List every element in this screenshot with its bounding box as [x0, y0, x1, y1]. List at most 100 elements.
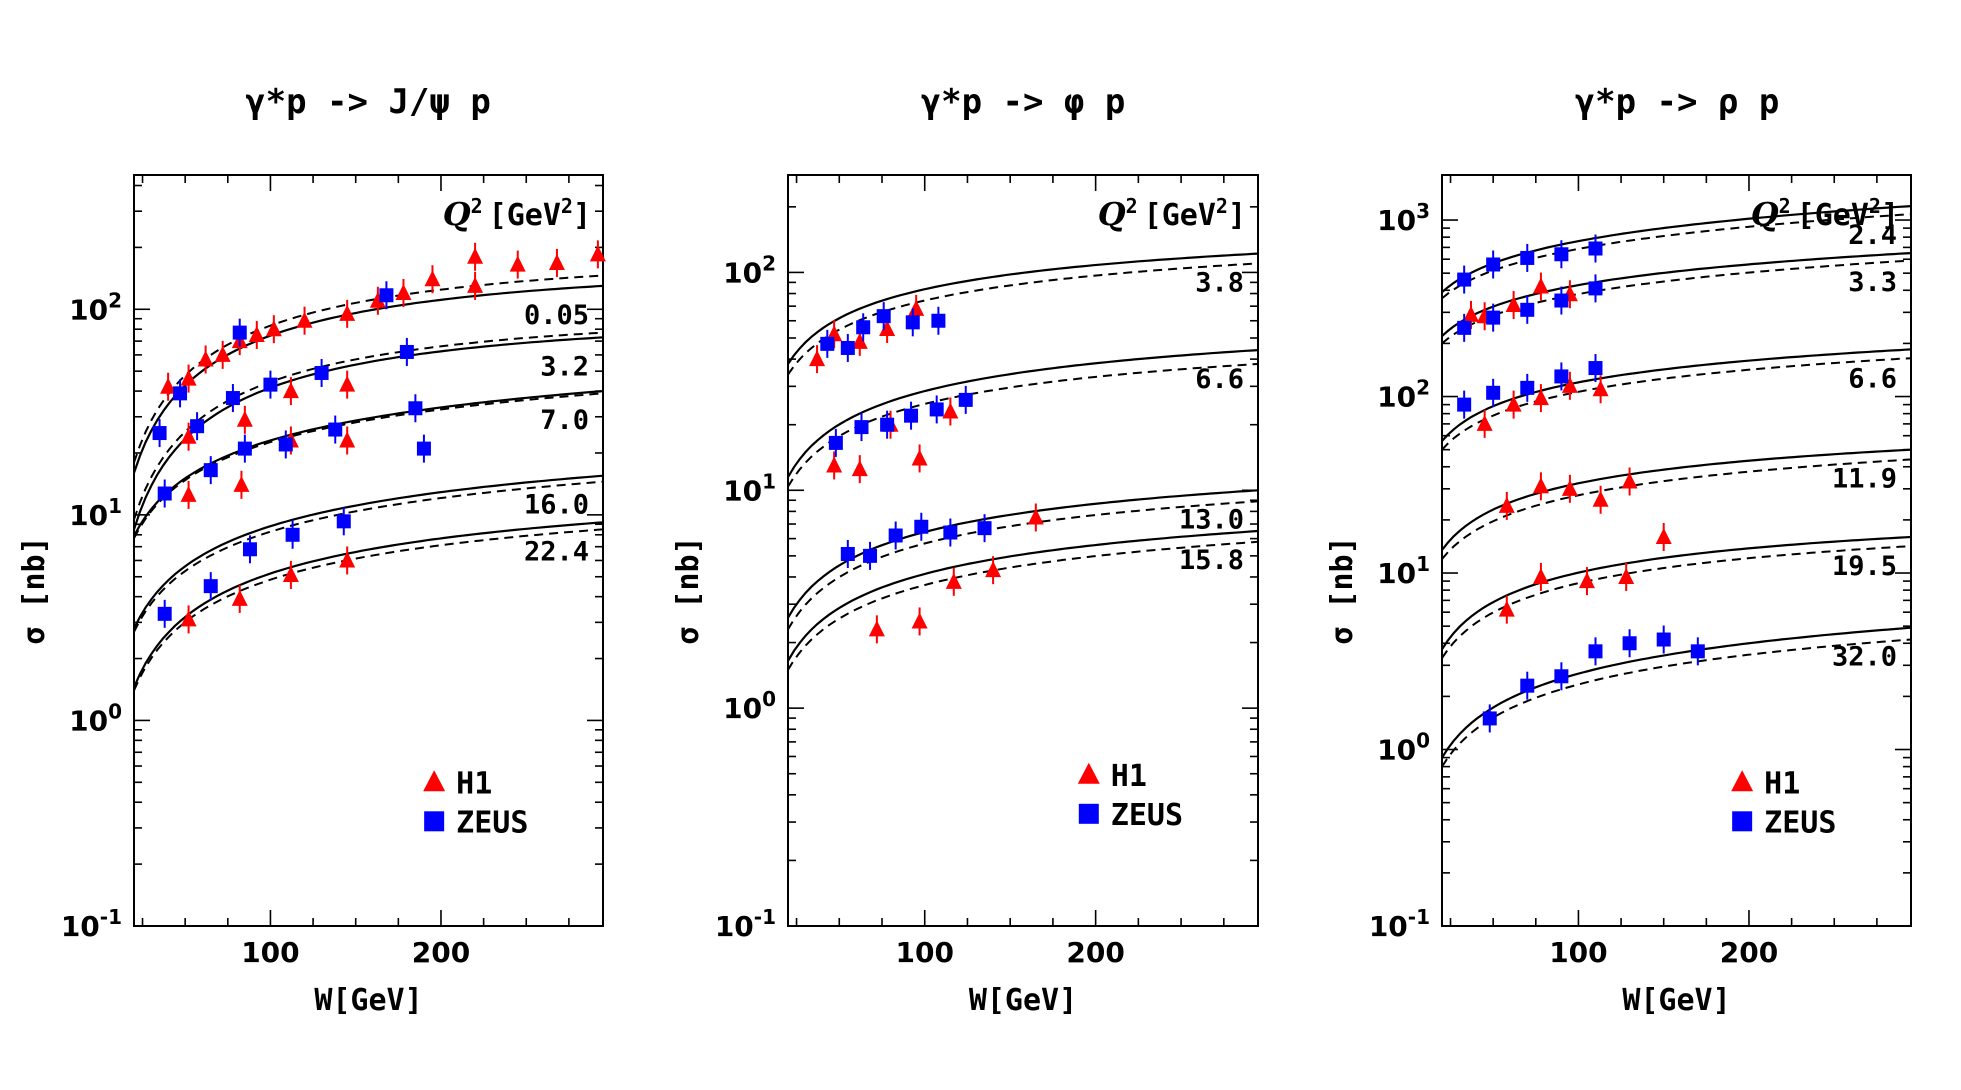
q2-header-part: [GeV — [489, 198, 561, 233]
zeus-point — [203, 579, 218, 594]
plot-frame — [787, 174, 1259, 927]
zeus-point — [876, 309, 891, 324]
zeus-point — [1520, 302, 1535, 317]
x-tick-label: 100 — [896, 936, 954, 969]
y-tick-label: 10-1 — [1369, 905, 1430, 943]
h1-point — [180, 369, 197, 386]
curve-dashed-32.0 — [1442, 638, 1911, 768]
zeus-point — [1554, 293, 1569, 308]
zeus-point — [1554, 247, 1569, 262]
h1-point — [911, 449, 928, 466]
curve-label: 15.8 — [1179, 545, 1244, 576]
curve-dashed-13.0 — [788, 500, 1258, 630]
h1-point — [809, 350, 826, 367]
zeus-point — [285, 527, 300, 542]
h1-point — [395, 284, 412, 301]
curve-solid-3.2 — [134, 336, 603, 530]
q2-header-part: Q — [1751, 195, 1779, 233]
curve-solid-2.4 — [1442, 205, 1911, 294]
h1-point — [942, 402, 959, 419]
y-tick-label: 101 — [1377, 552, 1430, 590]
y-tick-base: 10 — [1377, 734, 1416, 767]
y-tick-label: 100 — [723, 687, 776, 725]
curve-label: 6.6 — [1195, 364, 1244, 395]
curve-solid-7.0 — [134, 390, 603, 537]
zeus-point — [157, 606, 172, 621]
zeus-point — [1656, 632, 1671, 647]
legend-h1-label: H1 — [1764, 766, 1800, 801]
h1-point — [1505, 296, 1522, 313]
q2-header-part: 2 — [471, 194, 483, 218]
zeus-point — [190, 419, 205, 434]
y-tick-label: 100 — [69, 699, 122, 737]
zeus-point — [157, 486, 172, 501]
zeus-point — [820, 336, 835, 351]
zeus-point — [828, 435, 843, 450]
curve-label: 6.6 — [1848, 363, 1897, 394]
h1-point — [1027, 508, 1044, 525]
zeus-point — [1486, 385, 1501, 400]
zeus-point — [840, 340, 855, 355]
y-tick-exponent: -1 — [100, 905, 122, 929]
legend-zeus-marker — [1078, 803, 1099, 824]
h1-point — [1592, 380, 1609, 397]
h1-point — [424, 270, 441, 287]
q2-header: Q2 [GeV2] — [1098, 194, 1246, 233]
h1-point — [265, 320, 282, 337]
q2-header-part: 2 — [1126, 194, 1138, 218]
curve-label: 3.2 — [540, 351, 589, 382]
q2-header-part: 2 — [1216, 194, 1228, 218]
y-tick-base: 10 — [69, 499, 108, 532]
q2-header-part: ] — [1228, 198, 1246, 233]
zeus-point — [416, 441, 431, 456]
y-tick-base: 10 — [69, 704, 108, 737]
x-tick-label: 100 — [241, 936, 299, 969]
y-tick-label: 102 — [69, 288, 122, 326]
curve-dashed-3.3 — [1442, 259, 1911, 345]
y-tick-base: 10 — [61, 910, 100, 943]
h1-point — [1532, 389, 1549, 406]
zeus-point — [314, 365, 329, 380]
y-tick-base: 10 — [69, 293, 108, 326]
y-tick-exponent: 0 — [108, 699, 122, 723]
curve-solid-6.6 — [788, 349, 1258, 478]
zeus-point — [929, 402, 944, 417]
zeus-point — [1588, 361, 1603, 376]
curve-label: 11.9 — [1832, 464, 1897, 495]
x-axis-label: W[GeV] — [969, 983, 1077, 1018]
curve-solid-3.8 — [788, 252, 1258, 365]
zeus-point — [856, 320, 871, 335]
y-tick-exponent: 2 — [762, 251, 776, 275]
curve-solid-32.0 — [1442, 626, 1911, 759]
chart-title: γ*p -> J/ψ p — [245, 82, 491, 122]
h1-point — [908, 299, 925, 316]
q2-header-part: [GeV — [1144, 198, 1216, 233]
h1-point — [248, 325, 265, 342]
h1-point — [1476, 414, 1493, 431]
chart-title: γ*p -> ρ p — [1575, 82, 1780, 122]
zeus-point — [840, 546, 855, 561]
curve-dashed-19.5 — [1442, 545, 1911, 659]
y-tick-label: 102 — [1377, 376, 1430, 414]
h1-point — [197, 350, 214, 367]
y-tick-base: 10 — [1377, 381, 1416, 414]
legend-zeus-label: ZEUS — [1111, 798, 1183, 833]
curve-dashed-6.6 — [1442, 357, 1911, 451]
y-tick-base: 10 — [1369, 910, 1408, 943]
h1-point — [339, 551, 356, 568]
zeus-point — [1457, 320, 1472, 335]
legend-zeus-label: ZEUS — [456, 805, 528, 840]
y-tick-exponent: 0 — [762, 687, 776, 711]
curve-label: 13.0 — [1179, 504, 1244, 535]
legend-h1-marker — [1077, 762, 1100, 784]
curve-dashed-11.9 — [1442, 458, 1911, 560]
h1-point — [467, 247, 484, 264]
zeus-point — [854, 420, 869, 435]
y-tick-exponent: 2 — [108, 288, 122, 312]
y-tick-exponent: 1 — [1416, 552, 1430, 576]
legend-h1-label: H1 — [456, 766, 492, 801]
zeus-point — [863, 548, 878, 563]
y-tick-base: 10 — [723, 256, 762, 289]
h1-point — [1505, 395, 1522, 412]
